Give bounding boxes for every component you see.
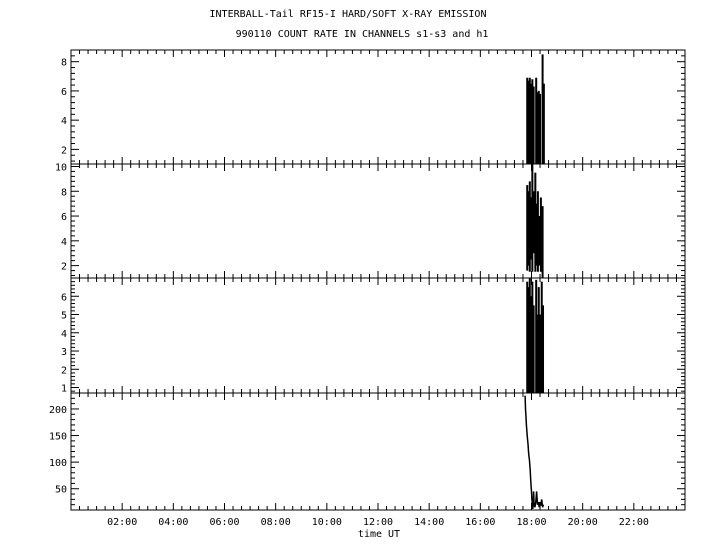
x-tick-label: 14:00 <box>414 517 444 528</box>
panel-frame-s2 <box>70 163 686 279</box>
y-tick-label-h1: 50 <box>55 485 67 496</box>
x-axis-label: time UT <box>358 529 400 540</box>
x-tick-label: 06:00 <box>209 517 239 528</box>
x-tick-label: 20:00 <box>568 517 598 528</box>
series-line-h1 <box>524 395 545 509</box>
y-tick-label-h1: 200 <box>49 405 67 416</box>
y-tick-label-s2: 8 <box>61 187 67 198</box>
x-tick-label: 12:00 <box>363 517 393 528</box>
panel-frame-h1 <box>70 392 686 511</box>
y-tick-label-s1: 4 <box>61 116 67 127</box>
x-tick-label: 08:00 <box>261 517 291 528</box>
x-tick-label: 22:00 <box>619 517 649 528</box>
y-tick-label-s2: 6 <box>61 212 67 223</box>
chart-title: INTERBALL-Tail RF15-I HARD/SOFT X-RAY EM… <box>209 9 487 20</box>
y-tick-label-h1: 150 <box>49 432 67 443</box>
y-tick-label-s1: 6 <box>61 87 67 98</box>
y-tick-label-s3: 3 <box>61 347 67 358</box>
y-tick-label-s2: 2 <box>61 262 67 273</box>
x-tick-label: 04:00 <box>158 517 188 528</box>
x-tick-label: 18:00 <box>516 517 546 528</box>
y-tick-label-s3: 5 <box>61 311 67 322</box>
y-tick-label-s1: 2 <box>61 145 67 156</box>
y-tick-label-h1: 100 <box>49 458 67 469</box>
y-tick-label-s2: 10 <box>55 162 67 173</box>
y-tick-label-s2: 4 <box>61 237 67 248</box>
panel-frame-s1 <box>70 49 686 165</box>
y-tick-label-s3: 2 <box>61 365 67 376</box>
y-tick-label-s3: 4 <box>61 329 67 340</box>
y-tick-label-s3: 1 <box>61 384 67 395</box>
y-tick-label-s3: 6 <box>61 292 67 303</box>
x-tick-label: 10:00 <box>312 517 342 528</box>
chart-subtitle: 990110 COUNT RATE IN CHANNELS s1-s3 and … <box>235 29 489 40</box>
x-tick-label: 16:00 <box>465 517 495 528</box>
y-tick-label-s1: 8 <box>61 58 67 69</box>
panel-frame-s3 <box>70 277 686 394</box>
x-tick-label: 02:00 <box>107 517 137 528</box>
